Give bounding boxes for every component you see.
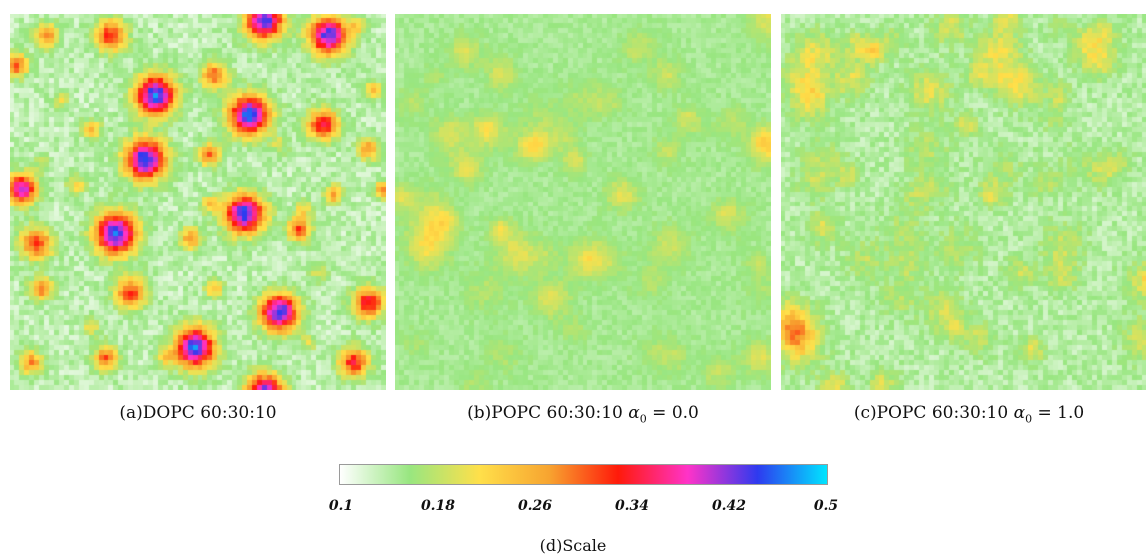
heatmap-canvas-b [395,14,771,390]
scale-tick: 0.42 [711,498,747,514]
caption-b-alpha: α [628,403,640,423]
caption-c-alpha: α [1013,403,1026,423]
caption-a: (a)DOPC 60:30:10 [10,403,386,423]
scale-tick: 0.5 [813,498,839,514]
caption-c-label: (c)POPC 60:30:10 [853,403,1014,423]
scale-tick: 0.1 [328,498,354,514]
caption-d: (d)Scale [0,536,1146,555]
caption-a-label: (a)DOPC 60:30:10 [119,403,277,423]
scale-tick: 0.26 [517,498,553,514]
heatmap-canvas-a [10,14,386,390]
caption-d-label: (d)Scale [539,536,607,555]
caption-b-subscript: 0 [639,412,647,426]
caption-c-subscript: 0 [1025,412,1033,426]
heatmap-panel-b [395,14,771,390]
scale-tick: 0.18 [420,498,456,514]
caption-b-value: = 0.0 [646,403,699,423]
heatmap-panel-c [781,14,1146,390]
color-scale-bar [339,464,828,485]
caption-c: (c)POPC 60:30:10 α0 = 1.0 [781,403,1146,425]
caption-c-value: = 1.0 [1032,403,1085,423]
caption-b: (b)POPC 60:30:10 α0 = 0.0 [395,403,771,425]
heatmap-panel-a [10,14,386,390]
scale-tick: 0.34 [614,498,650,514]
heatmap-canvas-c [781,14,1146,390]
caption-b-label: (b)POPC 60:30:10 [467,403,629,423]
